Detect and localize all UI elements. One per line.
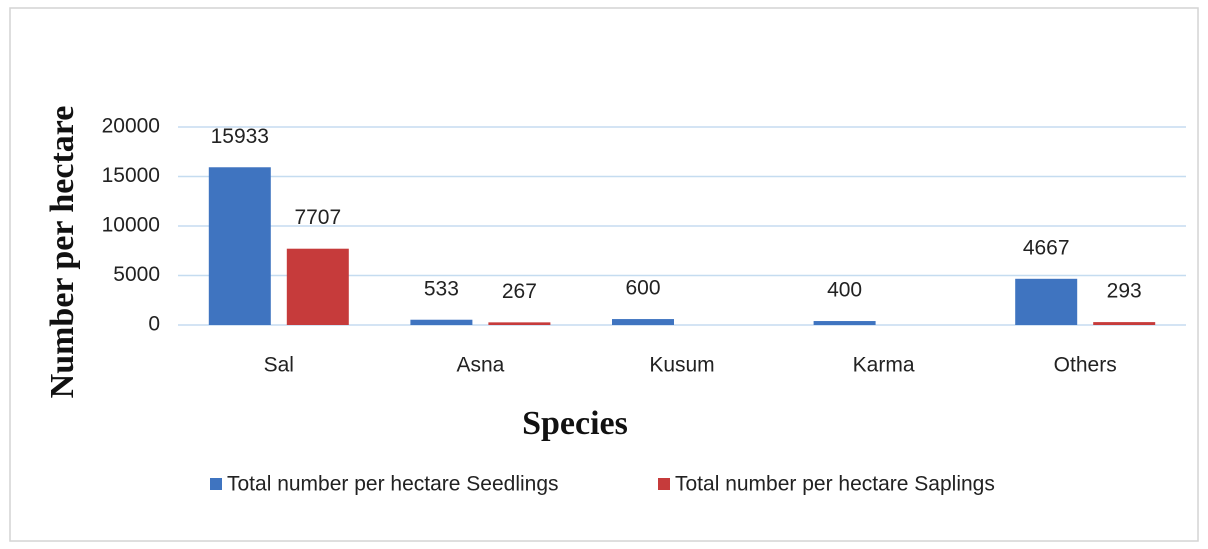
bar <box>286 248 349 325</box>
frame <box>9 7 1199 542</box>
y-axis-title: Number per hectare <box>44 106 81 399</box>
bar <box>813 321 876 325</box>
y-tick-label: 0 <box>148 313 160 336</box>
bar <box>612 319 674 325</box>
legend-label: Total number per hectare Saplings <box>675 473 995 496</box>
value-label: 267 <box>502 280 537 303</box>
y-tick-label: 5000 <box>113 263 160 286</box>
x-tick-label: Others <box>1054 354 1117 377</box>
bar <box>410 319 473 325</box>
value-label: 600 <box>625 277 660 300</box>
legend-label: Total number per hectare Seedlings <box>227 473 559 496</box>
x-axis-title: Species <box>522 405 628 442</box>
value-label: 7707 <box>294 206 341 229</box>
value-label: 400 <box>827 279 862 302</box>
y-tick-label: 15000 <box>102 164 160 187</box>
x-tick-label: Karma <box>853 354 915 377</box>
legend-swatch <box>658 478 670 490</box>
x-tick-label: Kusum <box>649 354 714 377</box>
value-label: 15933 <box>211 125 269 148</box>
value-label: 4667 <box>1023 236 1070 259</box>
bar <box>1093 322 1156 325</box>
y-tick-label: 10000 <box>102 214 160 237</box>
legend-swatch <box>210 478 222 490</box>
x-tick-label: Sal <box>264 354 294 377</box>
bar <box>208 167 271 325</box>
value-label: 293 <box>1107 280 1142 303</box>
value-label: 533 <box>424 277 459 300</box>
x-tick-label: Asna <box>456 354 504 377</box>
bar <box>1015 278 1078 325</box>
bar <box>488 322 551 325</box>
y-tick-label: 20000 <box>102 115 160 138</box>
